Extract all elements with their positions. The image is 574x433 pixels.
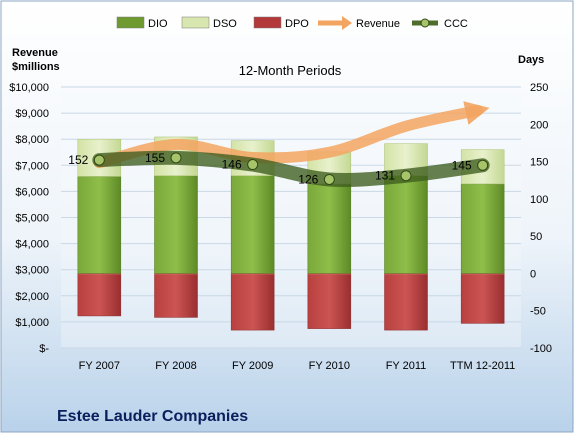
bar-dpo xyxy=(460,273,505,324)
ccc-point xyxy=(400,170,412,182)
category-label: FY 2011 xyxy=(386,360,427,372)
bar-dio xyxy=(384,175,428,274)
legend-item-dpo: DPO xyxy=(253,16,309,30)
legend-item-revenue: Revenue xyxy=(318,16,400,30)
bar-dpo xyxy=(230,273,275,331)
gridlines xyxy=(61,86,521,349)
right-axis-title: Days xyxy=(518,54,544,66)
legend-label: DIO xyxy=(148,18,168,30)
left-axis-title-line2: $millions xyxy=(12,61,60,73)
left-tick-label: $- xyxy=(39,343,49,355)
right-tick-label: 0 xyxy=(530,268,536,280)
category-label: FY 2010 xyxy=(309,360,350,372)
ccc-point xyxy=(477,159,489,171)
category-label: TTM 12-2011 xyxy=(450,360,515,372)
ccc-line xyxy=(92,150,490,188)
ccc-data-label: 131 xyxy=(375,169,395,183)
right-tick-label: 100 xyxy=(530,194,548,206)
bar-dpo xyxy=(154,273,198,318)
legend-dio-swatch xyxy=(116,16,145,29)
ccc-data-label: 126 xyxy=(298,172,318,186)
line-series xyxy=(92,101,490,188)
ccc-point xyxy=(93,154,105,166)
right-tick-label: 50 xyxy=(530,231,542,243)
legend-label: CCC xyxy=(444,18,468,30)
legend-label: DSO xyxy=(213,18,237,30)
left-axis-title-line1: Revenue xyxy=(12,47,58,59)
category-labels: FY 2007 FY 2008 FY 2009 FY 2010 FY 2011 TTM 1… xyxy=(79,360,516,372)
ccc-data-label: 155 xyxy=(145,151,165,165)
left-tick-label: $2,000 xyxy=(15,291,49,303)
legend-ccc-marker xyxy=(420,18,430,28)
category-label: FY 2008 xyxy=(155,360,196,372)
revenue-line xyxy=(93,101,490,169)
category-label: FY 2007 xyxy=(79,360,120,372)
legend-label: DPO xyxy=(285,18,309,30)
left-tick-label: $5,000 xyxy=(15,213,49,225)
right-tick-label: 150 xyxy=(530,157,548,169)
ccc-point xyxy=(247,159,259,171)
legend-dso-swatch xyxy=(181,16,210,29)
legend-revenue-arrow xyxy=(342,16,352,30)
left-tick-label: $10,000 xyxy=(9,82,49,94)
bar-dio xyxy=(77,176,122,274)
right-axis-ticks: -100 -50 0 50 100 150 200 250 xyxy=(530,82,552,355)
right-tick-label: 250 xyxy=(530,82,548,94)
bar-dio xyxy=(307,183,352,274)
left-axis-ticks: $- $1,000 $2,000 $3,000 $4,000 $5,000 $6,000 $7… xyxy=(9,82,49,355)
left-tick-label: $3,000 xyxy=(15,265,49,277)
left-tick-label: $7,000 xyxy=(15,160,49,172)
chart-title: 12-Month Periods xyxy=(239,63,342,78)
ccc-point xyxy=(170,152,182,164)
bar-dpo xyxy=(307,273,352,329)
right-tick-label: 200 xyxy=(530,119,548,131)
category-label: FY 2009 xyxy=(232,360,273,372)
ccc-data-labels: 152 155 146 126 131 145 xyxy=(68,151,472,187)
bar-dio xyxy=(460,183,505,274)
ccc-data-label: 152 xyxy=(68,153,88,167)
bar-dpo xyxy=(77,273,122,317)
left-tick-label: $6,000 xyxy=(15,186,49,198)
right-tick-label: -50 xyxy=(530,306,546,318)
right-tick-label: -100 xyxy=(530,343,552,355)
bar-dpo xyxy=(384,273,428,331)
legend-item-dio: DIO xyxy=(116,16,168,30)
ccc-data-label: 146 xyxy=(222,158,242,172)
company-name: Estee Lauder Companies xyxy=(57,408,248,425)
left-tick-label: $8,000 xyxy=(15,134,49,146)
bar-dio xyxy=(154,175,198,274)
legend: DIO DSO DPO Revenue CCC xyxy=(116,16,468,30)
ccc-point xyxy=(323,173,335,185)
legend-item-dso: DSO xyxy=(181,16,237,30)
legend-dpo-swatch xyxy=(253,16,282,29)
legend-label: Revenue xyxy=(356,18,400,30)
plot-area xyxy=(61,85,521,348)
left-tick-label: $4,000 xyxy=(15,239,49,251)
bar-dio xyxy=(230,175,275,274)
left-tick-label: $9,000 xyxy=(15,108,49,120)
left-tick-label: $1,000 xyxy=(15,317,49,329)
legend-item-ccc: CCC xyxy=(412,18,468,30)
ccc-data-label: 145 xyxy=(452,158,472,172)
